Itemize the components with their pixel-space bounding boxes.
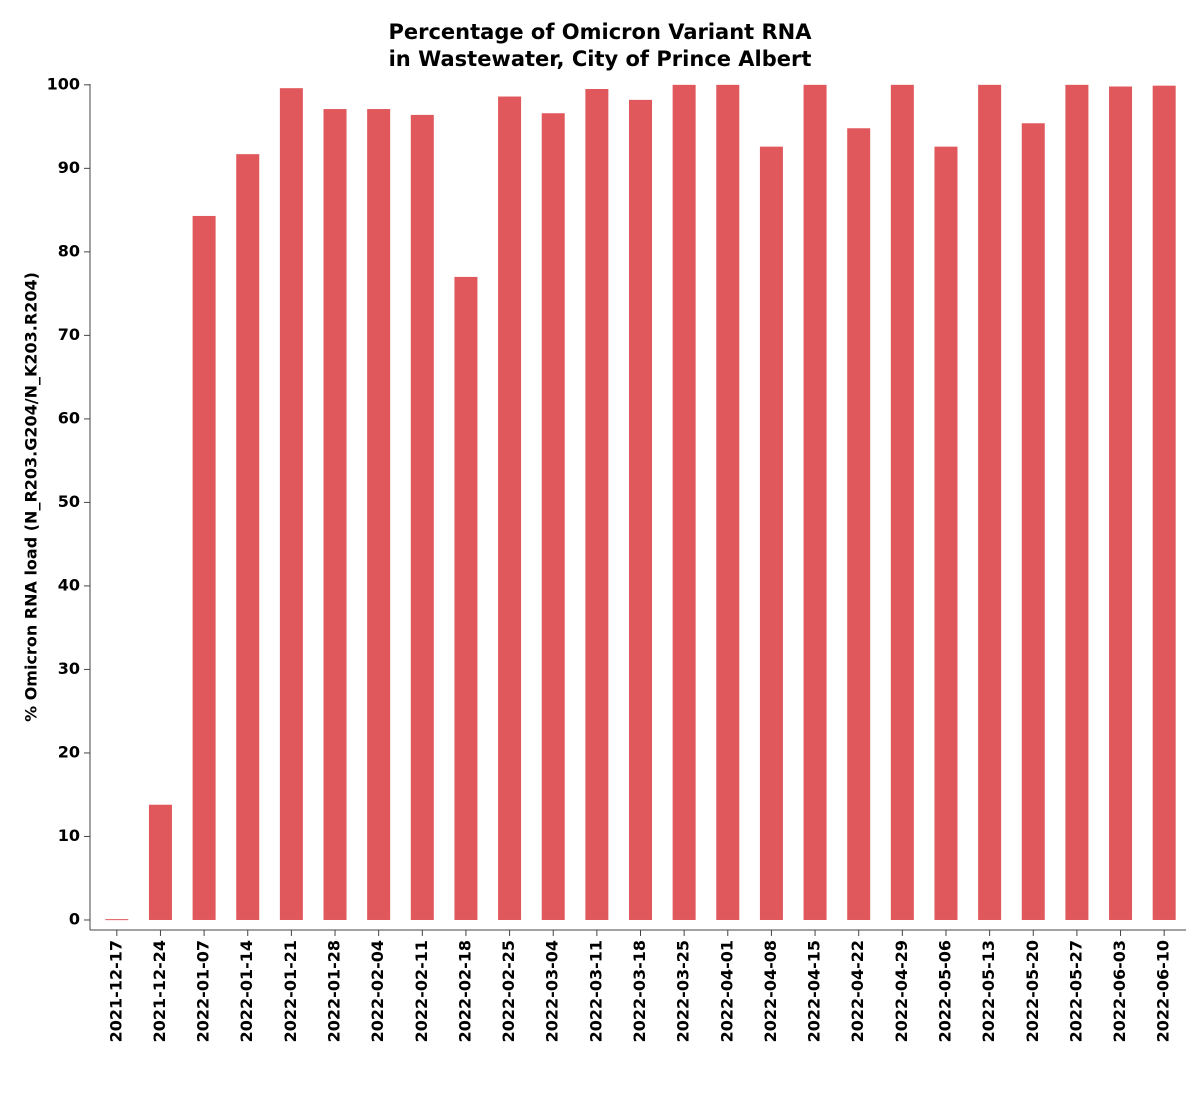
bar — [629, 99, 652, 920]
y-tick-label: 90 — [58, 158, 80, 177]
bar — [978, 84, 1002, 920]
bar — [498, 96, 522, 920]
y-tick-label: 30 — [58, 659, 80, 678]
y-tick-label: 20 — [58, 742, 80, 761]
bar — [716, 84, 740, 920]
bar — [410, 114, 434, 920]
x-tick-label: 2022-04-15 — [805, 940, 824, 1042]
x-tick-label: 2022-03-11 — [586, 940, 605, 1042]
x-tick-label: 2022-05-27 — [1066, 940, 1085, 1042]
bar — [1152, 85, 1176, 920]
bar — [847, 128, 871, 920]
bar — [454, 276, 478, 920]
bar — [541, 113, 565, 920]
bar — [890, 84, 914, 920]
x-tick-label: 2021-12-17 — [106, 940, 125, 1042]
x-tick-label: 2022-01-14 — [237, 940, 256, 1042]
x-tick-label: 2022-06-03 — [1110, 940, 1129, 1042]
bar — [759, 146, 783, 920]
chart-title: Percentage of Omicron Variant RNA — [388, 20, 812, 44]
bar — [105, 919, 129, 921]
x-tick-label: 2022-03-25 — [674, 940, 693, 1042]
x-tick-label: 2022-02-25 — [499, 940, 518, 1042]
bar — [672, 84, 696, 920]
bar — [1021, 123, 1045, 920]
y-tick-label: 0 — [69, 909, 80, 928]
x-tick-label: 2022-01-21 — [281, 940, 300, 1042]
y-tick-label: 50 — [58, 492, 80, 511]
bar — [934, 146, 958, 920]
bar — [803, 84, 827, 920]
bar — [148, 804, 172, 920]
x-tick-label: 2022-05-20 — [1023, 940, 1042, 1042]
x-tick-label: 2022-02-04 — [368, 940, 387, 1042]
x-tick-label: 2022-03-18 — [630, 940, 649, 1042]
y-tick-label: 10 — [58, 826, 80, 845]
bar — [585, 89, 609, 920]
x-tick-label: 2022-04-01 — [717, 940, 736, 1042]
bar — [323, 109, 347, 920]
x-tick-label: 2022-02-18 — [455, 940, 474, 1042]
x-tick-label: 2022-03-04 — [543, 940, 562, 1042]
x-tick-label: 2022-06-10 — [1154, 940, 1173, 1042]
bar — [236, 154, 260, 920]
bar — [192, 215, 216, 920]
y-tick-label: 60 — [58, 408, 80, 427]
y-axis-label: % Omicron RNA load (N_R203.G204/N_K203.R… — [22, 272, 41, 722]
x-tick-label: 2022-04-22 — [848, 940, 867, 1042]
x-tick-label: 2022-05-13 — [979, 940, 998, 1042]
x-tick-label: 2022-05-06 — [935, 940, 954, 1042]
x-tick-label: 2022-02-11 — [412, 940, 431, 1042]
bar — [1109, 86, 1133, 920]
x-tick-label: 2022-04-08 — [761, 940, 780, 1042]
bar — [1065, 84, 1089, 920]
y-tick-label: 70 — [58, 325, 80, 344]
chart-title: in Wastewater, City of Prince Albert — [389, 47, 812, 71]
y-tick-label: 80 — [58, 241, 80, 260]
bar — [279, 88, 303, 920]
y-tick-label: 40 — [58, 575, 80, 594]
x-tick-label: 2022-01-28 — [325, 940, 344, 1042]
bar — [367, 109, 391, 920]
x-tick-label: 2022-04-29 — [892, 940, 911, 1042]
y-tick-label: 100 — [47, 74, 80, 93]
x-tick-label: 2021-12-24 — [150, 940, 169, 1042]
x-tick-label: 2022-01-07 — [194, 940, 213, 1042]
